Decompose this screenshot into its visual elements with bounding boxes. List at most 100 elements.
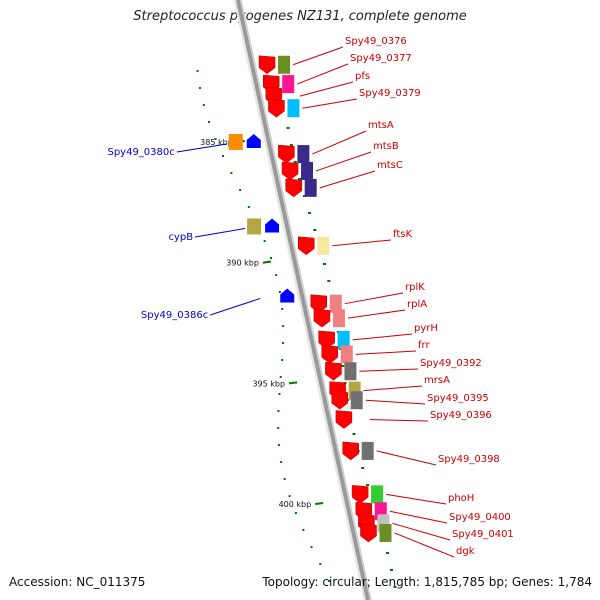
- gene-arrow-forward: [321, 345, 339, 364]
- tick-mark: [315, 502, 324, 505]
- gene-arrow-forward: [313, 308, 331, 328]
- gc-dot: [361, 467, 365, 469]
- gc-dot: [222, 155, 225, 157]
- genome-summary: Topology: circular; Length: 1,815,785 bp…: [262, 575, 592, 589]
- label-leader: [319, 170, 376, 189]
- label-leader: [299, 81, 354, 97]
- gene-arrow-forward: [285, 178, 302, 198]
- tick-label: 395 kbp: [252, 379, 285, 388]
- gc-dot: [293, 161, 297, 163]
- gc-dot: [275, 274, 278, 276]
- gc-dot: [286, 127, 290, 129]
- gene-arrow-reverse: [280, 288, 295, 303]
- gc-dot: [263, 240, 266, 242]
- gene-label: ftsK: [393, 229, 412, 240]
- gc-dot: [366, 484, 370, 486]
- gene-label: mtsA: [368, 120, 394, 131]
- cog-color-box: [350, 391, 363, 410]
- tick-label: 400 kbp: [279, 500, 312, 509]
- gc-dot: [278, 291, 281, 293]
- gene-arrow-forward: [278, 144, 295, 164]
- genome-backbone: [233, 0, 372, 600]
- tick-mark: [262, 260, 272, 264]
- gene-arrow-forward: [281, 161, 299, 181]
- label-leader: [297, 63, 349, 85]
- accession-text: Accession: NC_011375: [9, 575, 146, 589]
- gene-label: phoH: [448, 493, 474, 504]
- label-leader: [347, 309, 406, 319]
- gene-arrow-forward: [360, 523, 377, 543]
- label-leader: [302, 98, 358, 109]
- gene-arrow-forward: [335, 410, 353, 429]
- gene-arrow-forward: [331, 390, 348, 410]
- gc-dot: [280, 461, 283, 463]
- gene-label: mtsC: [377, 160, 403, 171]
- cog-color-box: [332, 309, 345, 328]
- gc-dot: [230, 172, 233, 174]
- gene-label: mrsA: [424, 375, 450, 386]
- gc-dot: [352, 433, 356, 435]
- label-leader: [344, 292, 404, 305]
- map-title: Streptococcus pyogenes NZ131, complete g…: [133, 9, 467, 24]
- gc-dot: [239, 189, 242, 191]
- gc-dot: [288, 495, 291, 497]
- tick-label: 390 kbp: [226, 259, 259, 268]
- cog-color-box: [379, 523, 392, 542]
- cog-color-box: [317, 236, 330, 255]
- gc-dot: [302, 529, 305, 531]
- gene-label: Spy49_0376: [345, 36, 407, 47]
- tick-label: 385 kbp: [200, 138, 233, 147]
- gc-dot: [279, 376, 282, 378]
- gc-dot: [207, 121, 210, 123]
- backbone-line: [236, 0, 370, 600]
- cog-color-box: [247, 218, 262, 235]
- tick-mark: [288, 381, 298, 385]
- gc-dot: [283, 478, 286, 480]
- gc-dot: [282, 325, 285, 327]
- gene-label: Spy49_0395: [427, 393, 489, 404]
- gene-label: Spy49_0377: [350, 53, 412, 64]
- label-leader: [392, 522, 451, 541]
- label-leader: [369, 419, 429, 422]
- label-leader: [352, 333, 413, 341]
- cog-color-box: [287, 99, 300, 118]
- gc-dot: [198, 87, 201, 89]
- gene-label: pyrH: [414, 323, 438, 334]
- gc-dot: [339, 348, 343, 350]
- gene-arrow-forward: [351, 485, 369, 504]
- cog-color-box: [344, 362, 357, 381]
- gc-dot: [282, 342, 285, 344]
- label-leader: [389, 510, 448, 524]
- gc-dot: [281, 308, 284, 310]
- cog-color-box: [228, 134, 243, 150]
- cog-color-box: [297, 145, 310, 164]
- gc-dot: [247, 206, 250, 208]
- gene-label: rplK: [405, 282, 425, 293]
- gene-label: Spy49_0398: [438, 454, 500, 465]
- cog-color-box: [278, 55, 291, 74]
- gene-arrow-forward: [258, 55, 276, 75]
- gene-arrow-forward: [325, 361, 342, 381]
- label-leader: [394, 532, 455, 558]
- gc-dot: [294, 512, 297, 514]
- gene-label: dgk: [456, 546, 475, 557]
- gene-label: Spy49_0379: [359, 88, 421, 99]
- gene-label: frr: [418, 340, 430, 351]
- gc-dot: [298, 178, 302, 180]
- gene-label: Spy49_0392: [420, 358, 482, 369]
- gene-arrow-reverse: [265, 218, 280, 233]
- label-leader: [355, 350, 417, 355]
- gc-dot: [327, 280, 331, 282]
- gene-label: rplA: [407, 299, 427, 310]
- backbone-shadow: [233, 0, 367, 600]
- gc-dot: [313, 229, 317, 231]
- gc-dot: [389, 569, 393, 571]
- gene-features: [228, 55, 392, 543]
- gc-dot: [277, 410, 280, 412]
- cog-color-box: [337, 330, 350, 349]
- gc-dot: [277, 427, 280, 429]
- cog-color-box: [301, 161, 314, 180]
- cog-color-box: [282, 75, 295, 94]
- gene-arrow-forward: [298, 236, 315, 256]
- gc-dot: [327, 580, 330, 582]
